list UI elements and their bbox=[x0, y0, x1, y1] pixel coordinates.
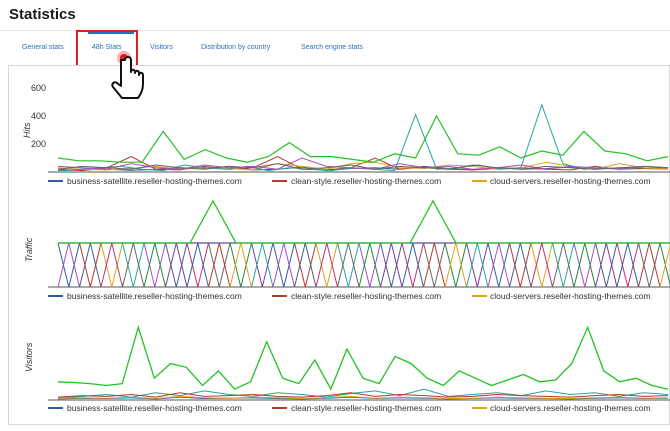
traffic-series-line bbox=[423, 242, 446, 288]
visitors-series-line bbox=[57, 395, 669, 400]
traffic-series-line bbox=[444, 242, 467, 288]
traffic-series-line bbox=[595, 242, 618, 288]
hits-series-line bbox=[57, 114, 669, 163]
traffic-series-line bbox=[380, 242, 403, 288]
traffic-series-line bbox=[79, 242, 102, 288]
traffic-series-line bbox=[229, 242, 252, 288]
traffic-series-line bbox=[380, 242, 403, 288]
title-divider bbox=[0, 30, 670, 31]
traffic-series-line bbox=[57, 242, 80, 288]
stats-panel bbox=[8, 65, 670, 425]
traffic-series-line bbox=[186, 242, 209, 288]
traffic-series-line bbox=[401, 242, 424, 288]
traffic-series-line bbox=[573, 242, 596, 288]
visitors-series-line bbox=[57, 388, 669, 399]
hits-series-line bbox=[57, 161, 669, 171]
traffic-series-line bbox=[122, 242, 145, 288]
traffic-series-line bbox=[251, 242, 274, 288]
traffic-series-line bbox=[530, 242, 553, 288]
tab-visitors[interactable]: Visitors bbox=[150, 44, 173, 51]
traffic-series-line bbox=[122, 242, 145, 288]
legend-label: cloud-servers.reseller-hosting-themes.co… bbox=[490, 176, 651, 186]
traffic-series-line bbox=[315, 242, 338, 288]
traffic-series-line bbox=[294, 242, 317, 288]
traffic-series-line bbox=[509, 242, 532, 288]
visitors-y-axis-label: Visitors bbox=[24, 342, 34, 372]
hits-y-tick-label: 600 bbox=[31, 83, 46, 93]
traffic-series-line bbox=[401, 242, 424, 288]
legend-label: business-satellite.reseller-hosting-them… bbox=[67, 176, 242, 186]
traffic-series-line bbox=[530, 242, 553, 288]
legend-label: clean-style.reseller-hosting-themes.com bbox=[291, 291, 441, 301]
traffic-series-line bbox=[552, 242, 575, 288]
hits-y-tick-label: 200 bbox=[31, 139, 46, 149]
traffic-series-line bbox=[616, 242, 639, 288]
legend-label: business-satellite.reseller-hosting-them… bbox=[67, 403, 242, 413]
legend-label: clean-style.reseller-hosting-themes.com bbox=[291, 176, 441, 186]
traffic-series-line bbox=[616, 242, 639, 288]
traffic-series-line bbox=[272, 242, 295, 288]
traffic-series-line bbox=[487, 242, 510, 288]
traffic-series-line bbox=[143, 242, 166, 288]
traffic-y-axis-label: Traffic bbox=[24, 237, 34, 262]
traffic-series-line bbox=[294, 242, 317, 288]
traffic-series-line bbox=[466, 242, 489, 288]
traffic-series-line bbox=[444, 242, 467, 288]
traffic-series-line bbox=[165, 242, 188, 288]
tab-48h-stats[interactable]: 48h Stats bbox=[92, 44, 122, 51]
tab-bar: General stats 48h Stats Visitors Distrib… bbox=[0, 40, 670, 62]
legend-label: business-satellite.reseller-hosting-them… bbox=[67, 291, 242, 301]
legend-label: cloud-servers.reseller-hosting-themes.co… bbox=[490, 291, 651, 301]
traffic-series-line bbox=[423, 242, 446, 288]
traffic-series-line bbox=[315, 242, 338, 288]
traffic-series-line bbox=[251, 242, 274, 288]
page-title: Statistics bbox=[9, 6, 76, 23]
tab-general-stats[interactable]: General stats bbox=[22, 44, 64, 51]
hits-y-axis-label: Hits bbox=[22, 122, 32, 138]
traffic-series-line bbox=[208, 242, 231, 288]
traffic-series-line bbox=[358, 242, 381, 288]
visitors-series-line bbox=[57, 325, 669, 391]
traffic-series-line bbox=[100, 242, 123, 288]
traffic-series-line bbox=[509, 242, 532, 288]
traffic-series-line bbox=[337, 242, 360, 288]
hits-series-line bbox=[57, 163, 669, 170]
traffic-series-line bbox=[466, 242, 489, 288]
legend-label: cloud-servers.reseller-hosting-themes.co… bbox=[490, 403, 651, 413]
traffic-series-line bbox=[272, 242, 295, 288]
traffic-series-line bbox=[186, 242, 209, 288]
traffic-series-line bbox=[659, 242, 670, 286]
traffic-series-line bbox=[552, 242, 575, 288]
traffic-series-line bbox=[100, 242, 123, 288]
traffic-series-line bbox=[79, 242, 102, 288]
traffic-series-line bbox=[143, 242, 166, 288]
traffic-series-line bbox=[573, 242, 596, 288]
active-tab-indicator bbox=[88, 32, 134, 34]
traffic-series-line bbox=[358, 242, 381, 288]
traffic-series-line bbox=[208, 242, 231, 288]
traffic-series-line bbox=[595, 242, 618, 288]
hits-series-line bbox=[57, 157, 669, 170]
legend-label: clean-style.reseller-hosting-themes.com bbox=[291, 403, 441, 413]
tab-distribution-by-country[interactable]: Distribution by country bbox=[201, 44, 271, 51]
traffic-series-line bbox=[57, 242, 80, 288]
traffic-series-line bbox=[58, 199, 670, 244]
traffic-series-line bbox=[638, 242, 661, 288]
traffic-series-line bbox=[229, 242, 252, 288]
traffic-series-line bbox=[165, 242, 188, 288]
traffic-series-line bbox=[337, 242, 360, 288]
visitors-series-line bbox=[57, 392, 669, 398]
hits-y-tick-label: 400 bbox=[31, 111, 46, 121]
tab-search-engine-stats[interactable]: Search engine stats bbox=[301, 44, 363, 51]
traffic-series-line bbox=[659, 244, 670, 288]
traffic-series-line bbox=[638, 242, 661, 288]
traffic-series-line bbox=[487, 242, 510, 288]
